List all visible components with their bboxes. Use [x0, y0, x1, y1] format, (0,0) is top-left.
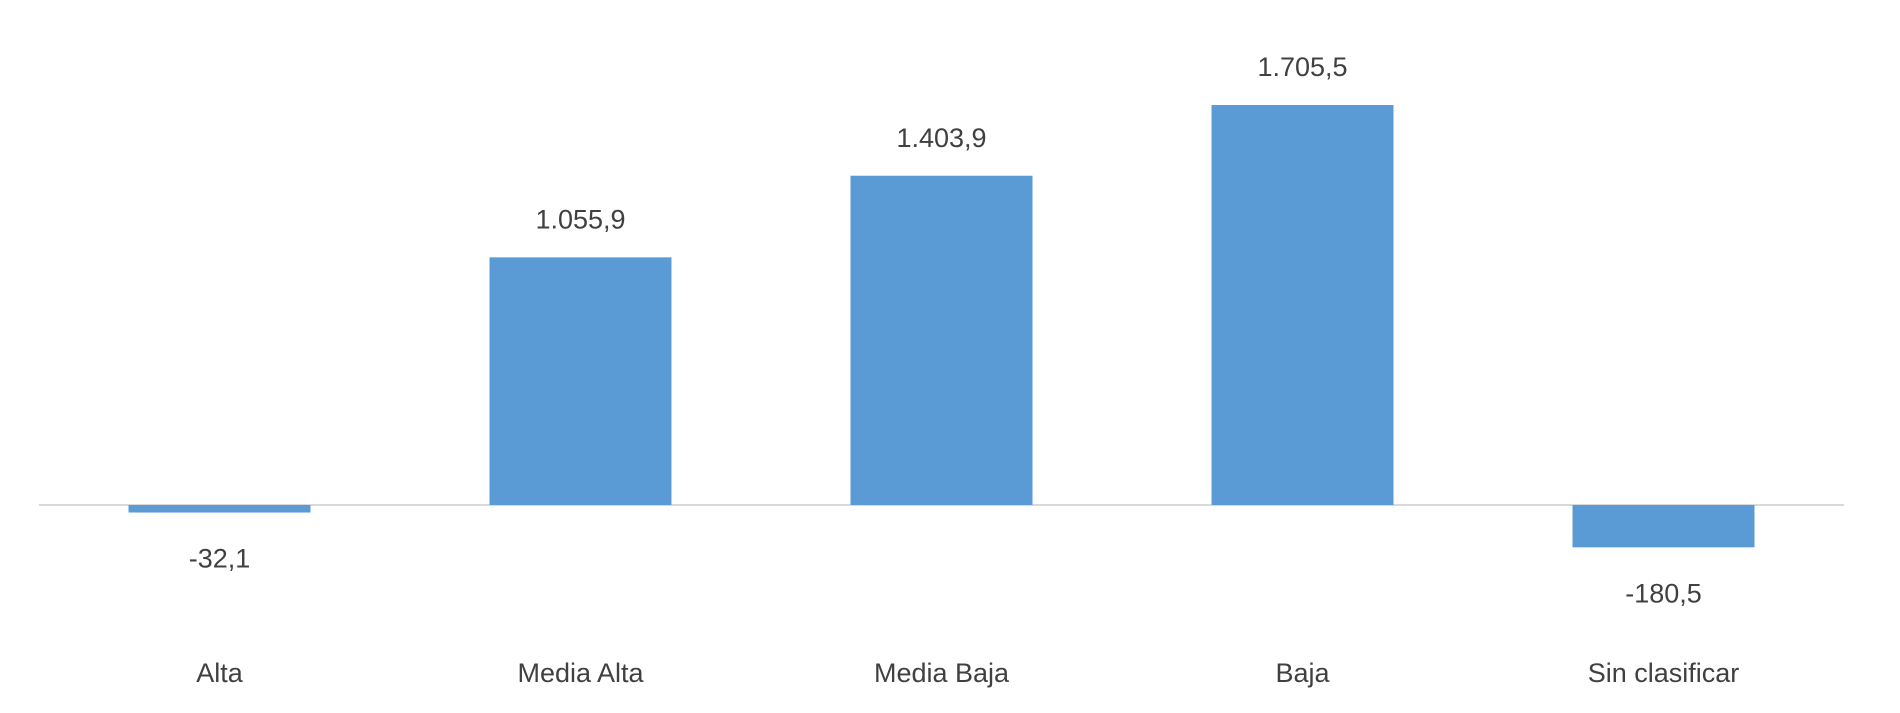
- value-label: -32,1: [189, 544, 251, 574]
- value-label: 1.055,9: [535, 204, 625, 234]
- x-tick-label: Sin clasificar: [1588, 658, 1740, 688]
- bar: [850, 175, 1033, 506]
- x-tick-label: Media Alta: [517, 658, 644, 688]
- x-tick-label: Baja: [1275, 658, 1330, 688]
- bar: [1572, 505, 1755, 548]
- bar: [1211, 105, 1394, 505]
- value-label: 1.705,5: [1257, 52, 1347, 82]
- bar: [128, 505, 311, 513]
- x-tick-label: Media Baja: [874, 658, 1010, 688]
- value-label: 1.403,9: [896, 123, 986, 153]
- bar: [489, 257, 672, 505]
- value-label: -180,5: [1625, 578, 1702, 608]
- x-tick-label: Alta: [196, 658, 244, 688]
